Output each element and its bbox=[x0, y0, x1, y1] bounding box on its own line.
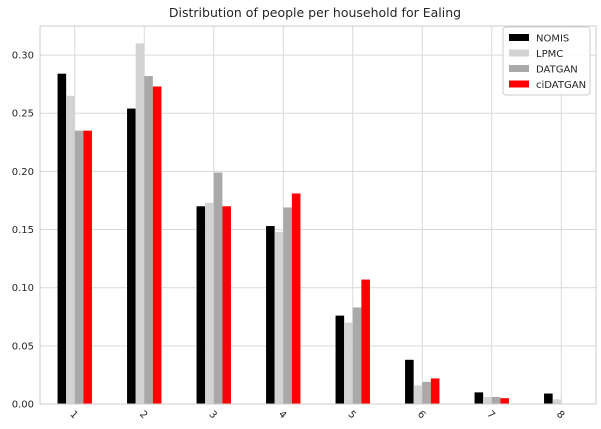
bar-cidatgan-1 bbox=[83, 130, 92, 404]
legend-label-nomis: NOMIS bbox=[536, 34, 569, 45]
y-tick-label: 0.25 bbox=[12, 109, 34, 120]
bar-datgan-6 bbox=[422, 381, 431, 404]
legend-label-cidatgan: ciDATGAN bbox=[536, 80, 586, 91]
x-axis-ticks: 1 2 3 4 5 6 7 8 bbox=[68, 409, 567, 421]
bar-datgan-1 bbox=[74, 130, 84, 404]
x-tick-label: 1 bbox=[68, 409, 80, 421]
legend-swatch-lpmc bbox=[509, 49, 529, 57]
y-tick-label: 0.30 bbox=[12, 51, 34, 62]
bar-nomis-4 bbox=[266, 226, 275, 404]
y-tick-label: 0.20 bbox=[12, 167, 34, 178]
bar-datgan-2 bbox=[144, 76, 153, 405]
bar-cidatgan-2 bbox=[152, 86, 162, 404]
bar-lpmc-5 bbox=[344, 322, 353, 404]
bar-cidatgan-5 bbox=[361, 279, 370, 404]
bar-nomis-5 bbox=[335, 315, 345, 404]
bar-lpmc-7 bbox=[483, 397, 492, 404]
x-tick-label: 4 bbox=[276, 409, 288, 421]
y-tick-label: 0.15 bbox=[12, 225, 34, 236]
bar-lpmc-4 bbox=[274, 231, 284, 404]
x-tick-label: 5 bbox=[346, 409, 358, 421]
bar-lpmc-6 bbox=[413, 385, 423, 404]
bar-nomis-7 bbox=[474, 392, 484, 404]
bar-lpmc-1 bbox=[66, 95, 75, 405]
x-tick-label: 7 bbox=[485, 409, 497, 421]
legend-swatch-datgan bbox=[509, 65, 529, 72]
x-tick-label: 8 bbox=[554, 409, 566, 421]
y-axis-ticks: 0.00 0.05 0.10 0.15 0.20 0.25 0.30 bbox=[12, 51, 34, 411]
legend-swatch-cidatgan bbox=[509, 80, 529, 88]
legend-box bbox=[502, 26, 591, 96]
legend-label-lpmc: LPMC bbox=[536, 49, 563, 60]
bar-cidatgan-6 bbox=[430, 378, 440, 404]
bar-datgan-4 bbox=[283, 207, 292, 404]
bar-datgan-3 bbox=[213, 172, 223, 404]
bar-datgan-5 bbox=[352, 307, 362, 404]
y-tick-label: 0.10 bbox=[12, 283, 34, 294]
bar-nomis-8 bbox=[544, 393, 553, 404]
x-tick-label: 3 bbox=[207, 409, 219, 421]
y-tick-label: 0.05 bbox=[12, 341, 34, 352]
bar-cidatgan-4 bbox=[291, 193, 301, 404]
y-tick-label: 0.00 bbox=[12, 400, 34, 411]
legend-label-datgan: DATGAN bbox=[536, 65, 578, 76]
x-tick-label: 6 bbox=[415, 409, 427, 421]
bar-nomis-2 bbox=[127, 108, 136, 404]
chart-title: Distribution of people per household for… bbox=[169, 5, 461, 20]
bar-nomis-1 bbox=[57, 73, 67, 404]
plot-frame bbox=[39, 25, 597, 405]
bar-nomis-6 bbox=[405, 359, 414, 404]
bars bbox=[57, 43, 562, 405]
bar-nomis-3 bbox=[196, 206, 206, 404]
bar-lpmc-3 bbox=[205, 202, 214, 404]
bar-lpmc-2 bbox=[135, 43, 145, 404]
bar-lpmc-8 bbox=[552, 399, 562, 404]
bar-cidatgan-3 bbox=[222, 206, 231, 404]
legend: NOMIS LPMC DATGAN ciDATGAN bbox=[502, 26, 591, 96]
x-tick-label: 2 bbox=[137, 409, 149, 421]
bar-cidatgan-7 bbox=[500, 398, 509, 404]
bar-datgan-7 bbox=[491, 397, 501, 404]
legend-swatch-nomis bbox=[509, 34, 529, 41]
